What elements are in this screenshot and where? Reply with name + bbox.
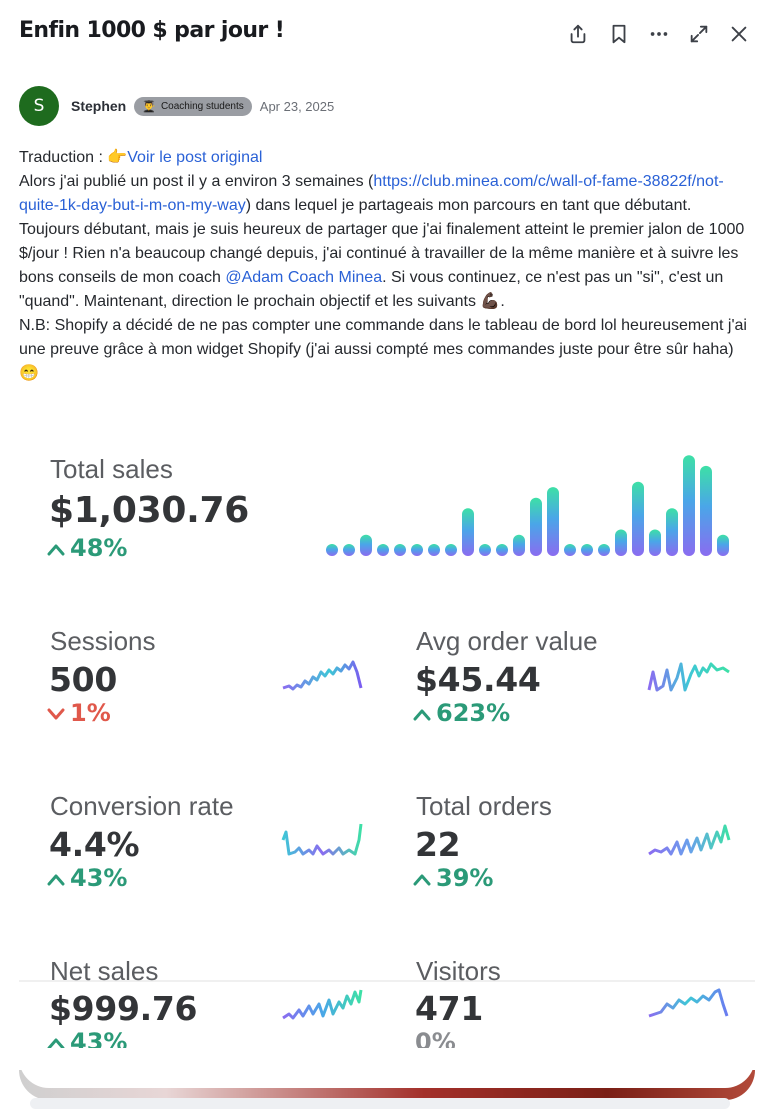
paragraph-1: Alors j'ai publié un post il y a environ… bbox=[19, 170, 755, 314]
conversion-sparkline bbox=[281, 823, 363, 856]
author-row: S Stephen 👨‍🎓 Coaching students Apr 23, … bbox=[19, 86, 335, 126]
total-sales-bar-chart bbox=[326, 455, 729, 556]
post-date: Apr 23, 2025 bbox=[259, 98, 335, 114]
total-orders-change-value: 39% bbox=[436, 864, 494, 892]
down-arrow-icon bbox=[46, 699, 66, 727]
net-sales-label: Net sales bbox=[50, 956, 159, 986]
sales-bar-10 bbox=[479, 544, 491, 556]
expand-icon[interactable] bbox=[687, 22, 711, 46]
sales-bar-4 bbox=[377, 544, 389, 556]
paragraph-2: N.B: Shopify a décidé de ne pas compter … bbox=[19, 317, 747, 382]
post-body: Traduction : 👉Voir le post original Alor… bbox=[19, 146, 755, 386]
translation-prefix: Traduction : bbox=[19, 149, 108, 166]
avatar[interactable]: S bbox=[19, 86, 59, 126]
p1-text-c: . Si vous continuez, ce n'est pas un "si… bbox=[19, 269, 724, 310]
sales-bar-2 bbox=[343, 544, 355, 556]
net-sales-value: $999.76 bbox=[49, 989, 198, 1028]
sales-bar-12 bbox=[513, 534, 525, 556]
up-arrow-icon bbox=[46, 534, 66, 562]
sales-bar-11 bbox=[496, 544, 508, 556]
total-orders-value: 22 bbox=[415, 825, 461, 864]
total-orders-sparkline bbox=[648, 824, 731, 856]
member-badge: 👨‍🎓 Coaching students bbox=[134, 96, 252, 116]
sales-bar-24 bbox=[717, 534, 729, 556]
avg-order-change-value: 623% bbox=[436, 699, 511, 727]
card-shadow bbox=[30, 1098, 730, 1109]
conversion-change-value: 43% bbox=[70, 864, 128, 892]
badge-label: Coaching students bbox=[160, 100, 244, 112]
avg-order-sparkline bbox=[647, 662, 730, 692]
sessions-label: Sessions bbox=[50, 626, 156, 656]
previous-post-link[interactable]: https://club.minea.com/c/wall-of-fame-38… bbox=[19, 173, 724, 214]
sales-bar-19 bbox=[632, 481, 644, 556]
visitors-label: Visitors bbox=[416, 956, 501, 986]
sales-bar-6 bbox=[411, 544, 423, 556]
coach-mention-link[interactable]: @Adam Coach Minea bbox=[225, 269, 383, 286]
p1-text-a: Alors j'ai publié un post il y a environ… bbox=[19, 173, 374, 190]
avg-order-change: 623% bbox=[412, 699, 510, 727]
share-icon[interactable] bbox=[566, 22, 590, 46]
sessions-change-value: 1% bbox=[70, 699, 111, 727]
sessions-change: 1% bbox=[46, 699, 111, 727]
total-sales-value: $1,030.76 bbox=[49, 490, 249, 531]
sales-bar-8 bbox=[445, 544, 457, 556]
point-right-icon: 👉 bbox=[107, 149, 128, 166]
sales-bar-9 bbox=[462, 508, 474, 556]
visitors-sparkline bbox=[648, 988, 729, 1018]
sales-bar-1 bbox=[326, 544, 338, 556]
view-original-link[interactable]: Voir le post original bbox=[127, 149, 263, 166]
sales-bar-22 bbox=[683, 455, 695, 556]
student-icon: 👨‍🎓 bbox=[142, 100, 156, 113]
sales-bar-15 bbox=[564, 544, 576, 556]
sales-bar-21 bbox=[666, 508, 678, 556]
conversion-value: 4.4% bbox=[49, 825, 140, 864]
sessions-sparkline bbox=[282, 660, 363, 691]
sales-bar-18 bbox=[615, 529, 627, 556]
author-name[interactable]: Stephen bbox=[71, 98, 127, 114]
widget-bottom-card bbox=[19, 1048, 755, 1088]
total-sales-change: 48% bbox=[46, 534, 127, 562]
total-sales-label: Total sales bbox=[50, 454, 173, 484]
sales-bar-5 bbox=[394, 544, 406, 556]
conversion-label: Conversion rate bbox=[50, 791, 234, 821]
total-orders-label: Total orders bbox=[416, 791, 552, 821]
sessions-value: 500 bbox=[49, 660, 117, 699]
post-title: Enfin 1000 $ par jour ! bbox=[19, 18, 285, 43]
sales-bar-23 bbox=[700, 465, 712, 556]
close-icon[interactable] bbox=[727, 22, 751, 46]
divider bbox=[19, 980, 755, 982]
total-sales-change-value: 48% bbox=[70, 534, 128, 562]
p1-text-b: ) dans lequel je partageais mon parcours… bbox=[19, 197, 745, 286]
visitors-value: 471 bbox=[415, 989, 483, 1028]
sales-bar-7 bbox=[428, 544, 440, 556]
up-arrow-icon bbox=[46, 864, 66, 892]
bookmark-icon[interactable] bbox=[607, 22, 631, 46]
more-icon[interactable] bbox=[647, 22, 671, 46]
sales-bar-20 bbox=[649, 529, 661, 556]
sales-bar-16 bbox=[581, 544, 593, 556]
sales-bar-3 bbox=[360, 534, 372, 556]
shopify-widget-image[interactable]: Total sales $1,030.76 48% Sessions 500 1… bbox=[19, 420, 755, 1100]
up-arrow-icon bbox=[46, 1028, 66, 1056]
post-header: Enfin 1000 $ par jour ! bbox=[0, 0, 768, 70]
sales-bar-13 bbox=[530, 497, 542, 556]
sales-bar-14 bbox=[547, 487, 559, 556]
avg-order-value: $45.44 bbox=[415, 660, 541, 699]
up-arrow-icon bbox=[412, 864, 432, 892]
translation-line: Traduction : 👉Voir le post original bbox=[19, 146, 755, 170]
net-sales-sparkline bbox=[282, 989, 363, 1020]
avg-order-label: Avg order value bbox=[416, 626, 598, 656]
conversion-change: 43% bbox=[46, 864, 127, 892]
sales-bar-17 bbox=[598, 544, 610, 556]
total-orders-change: 39% bbox=[412, 864, 493, 892]
up-arrow-icon bbox=[412, 699, 432, 727]
